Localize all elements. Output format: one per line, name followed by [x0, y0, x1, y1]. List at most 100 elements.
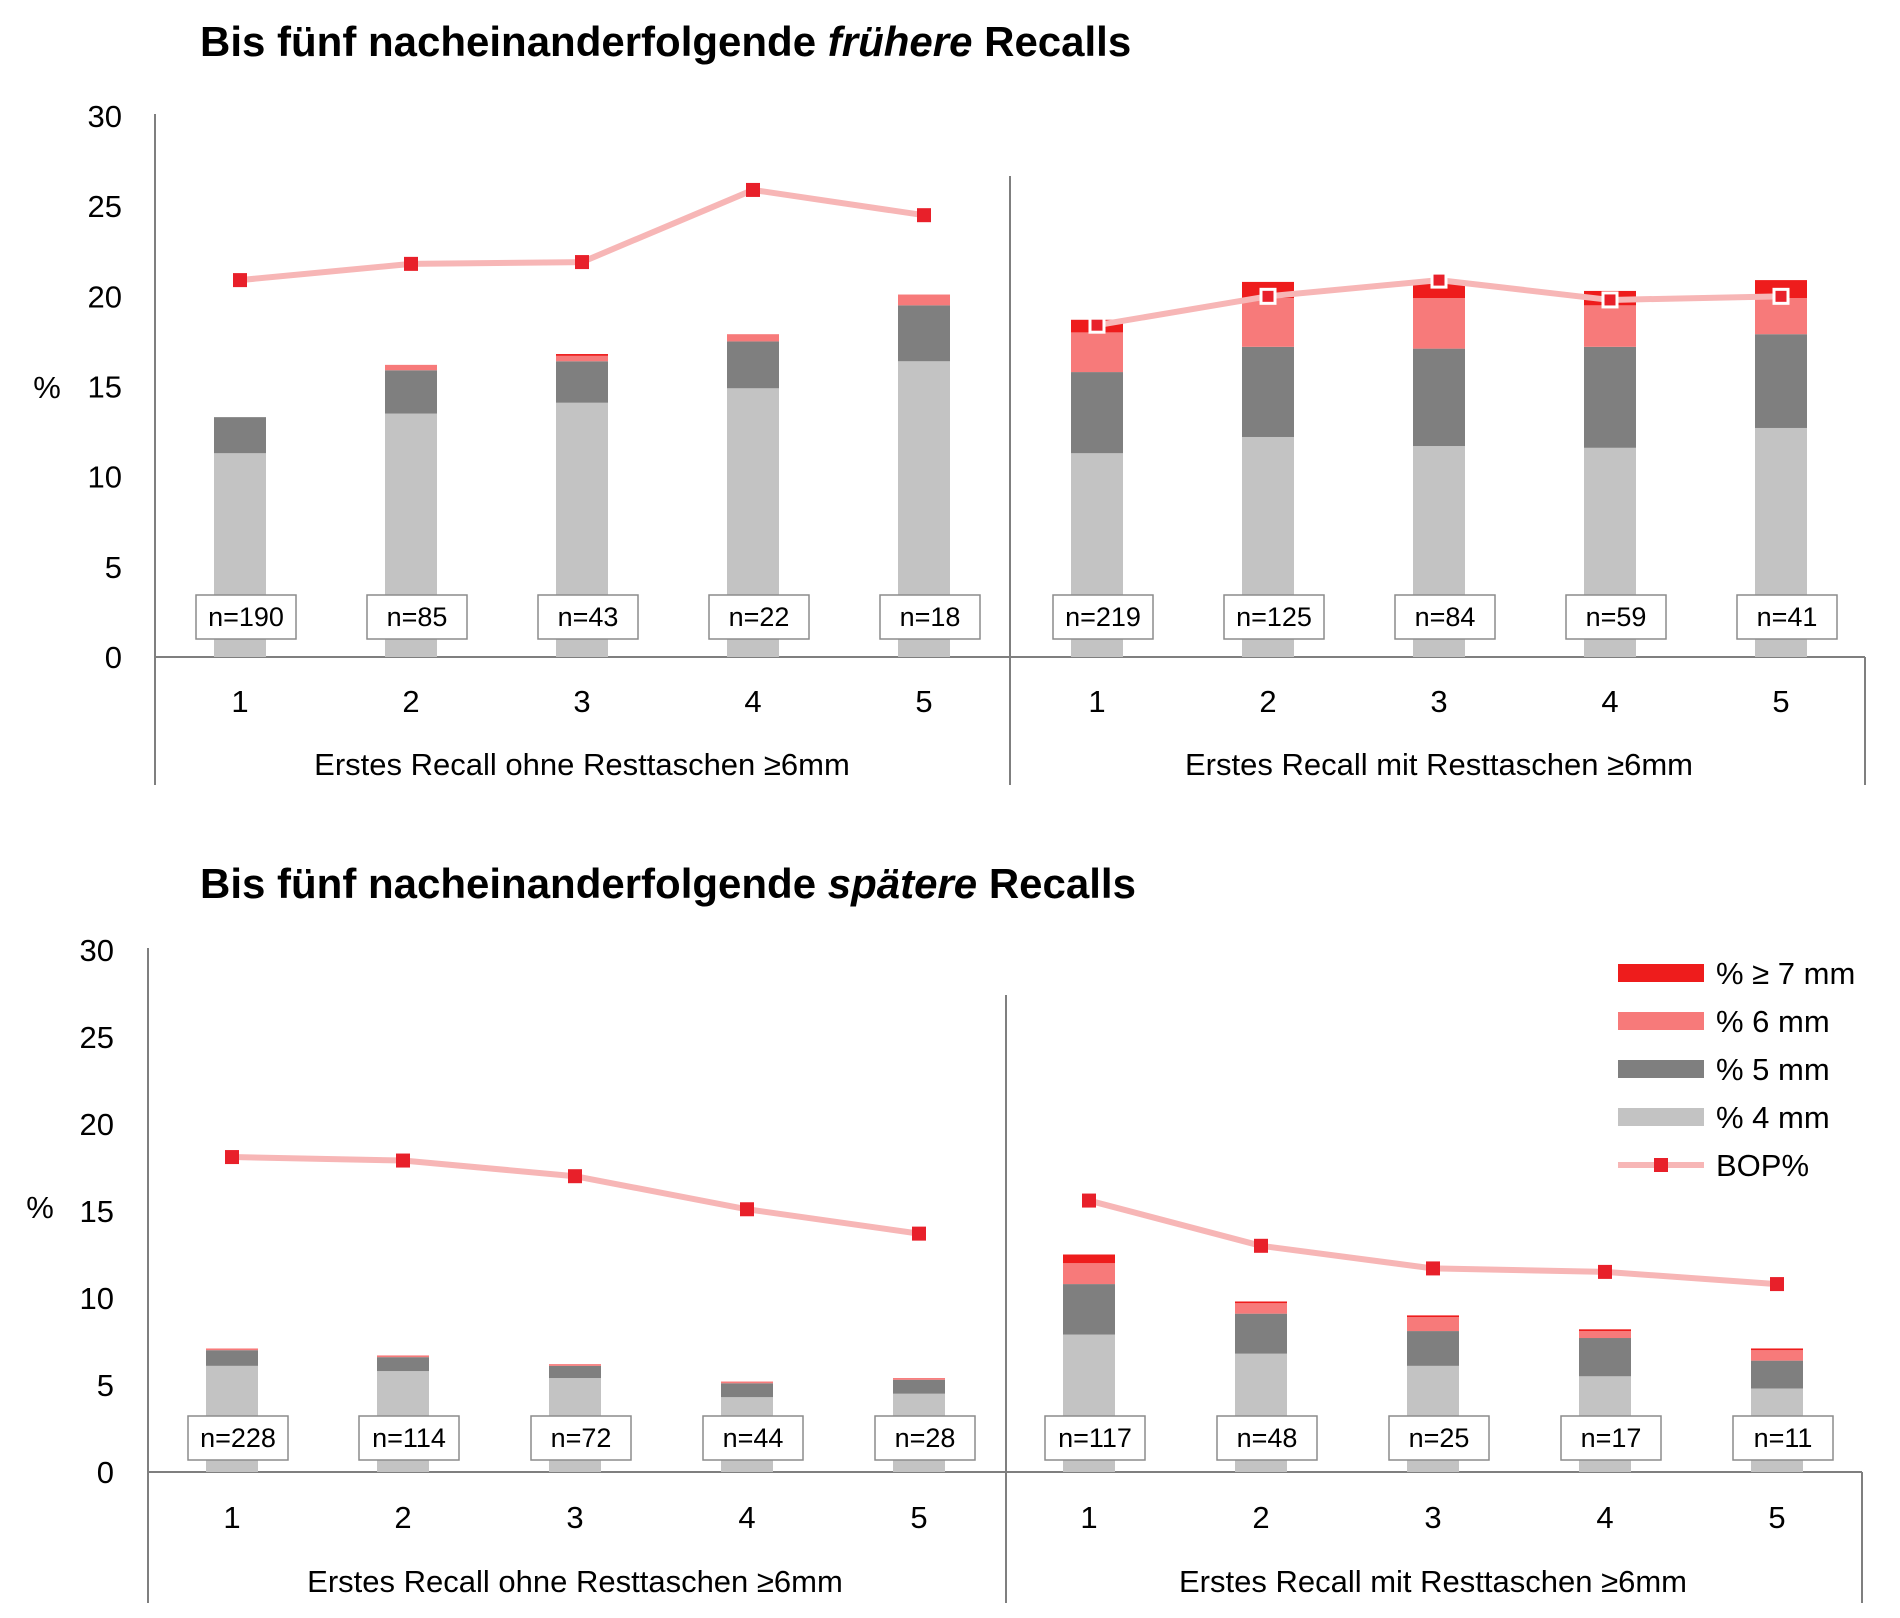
chart-1-group-1-n-label: n=22 [729, 602, 790, 632]
chart-1-group-2-bar-pct5 [1071, 372, 1123, 454]
chart-1-group-1-bar-pct6 [385, 364, 437, 371]
legend-swatch-bop-marker [1654, 1158, 1668, 1172]
chart-2-title: Bis fünf nacheinanderfolgende spätere Re… [200, 860, 1136, 908]
chart-2-group-2-n-label: n=25 [1409, 1423, 1470, 1453]
chart-2-group-2-bar-pct7 [1407, 1315, 1459, 1318]
chart-1-group-2-n-label: n=219 [1065, 602, 1141, 632]
chart-2-group-2-n-label-box [1388, 1415, 1490, 1461]
chart-2-y-tick-label: 30 [80, 933, 114, 968]
chart-2-group-2-bar-pct7 [1235, 1301, 1287, 1304]
chart-2-group-1-n-label: n=28 [895, 1423, 956, 1453]
chart-1-group-1-bar-pct5 [727, 341, 779, 389]
chart-1-title-emphasis: frühere [827, 18, 973, 65]
chart-1-group-2-n-label: n=41 [1757, 602, 1818, 632]
chart-2-group-1-n-label-box [187, 1415, 289, 1461]
legend-label-pct5: % 5 mm [1716, 1052, 1830, 1087]
chart-1-group-2-n-label: n=125 [1236, 602, 1312, 632]
chart-1-group-1-group-label: Erstes Recall ohne Resttaschen ≥6mm [314, 747, 850, 782]
chart-2-y-tick-label: 15 [80, 1194, 114, 1229]
chart-1-group-1-bar-pct7 [556, 354, 608, 356]
chart-2-group-1-n-label: n=228 [200, 1423, 276, 1453]
chart-2-group-2-bop-marker [1082, 1193, 1096, 1208]
chart-1-group-1-n-label: n=85 [387, 602, 448, 632]
chart-2-group-1-bar-pct5 [206, 1350, 258, 1366]
chart-1-group-2-bar-pct5 [1755, 334, 1807, 428]
chart-1-group-2-n-label: n=59 [1586, 602, 1647, 632]
chart-2-group-2-n-label-box [1044, 1415, 1146, 1461]
chart-1-title-prefix: Bis fünf nacheinanderfolgende [200, 18, 828, 65]
chart-1-group-1-category-label: 1 [231, 684, 248, 719]
legend-label-pct4: % 4 mm [1716, 1100, 1830, 1135]
chart-1-group-2-category-label: 1 [1088, 684, 1105, 719]
chart-1-group-2-bar-pct5 [1242, 346, 1294, 437]
chart-2-group-2-bop-marker [1598, 1264, 1612, 1279]
chart-1-group-1-n-label: n=18 [900, 602, 961, 632]
chart-2-group-1-n-label: n=114 [372, 1423, 446, 1453]
chart-2-group-1-n-label-box [874, 1415, 976, 1461]
chart-2-group-1-category-label: 5 [910, 1500, 927, 1535]
chart-2-group-1-bar-pct6 [721, 1381, 773, 1384]
chart-2-group-2-bar-pct5 [1579, 1338, 1631, 1377]
chart-2-group-2-bop-marker [1770, 1277, 1784, 1292]
chart-2-group-2-bop-marker [1254, 1238, 1268, 1253]
chart-2-group-1-bar-pct6 [893, 1378, 945, 1380]
chart-2-group-2-bar-pct6 [1579, 1331, 1631, 1339]
chart-2-group-1-bar-pct5 [549, 1365, 601, 1379]
chart-2-group-2-bar-pct7 [1063, 1254, 1115, 1264]
legend-swatch-pct4 [1618, 1108, 1704, 1126]
chart-2-group-2-bar-pct5 [1063, 1284, 1115, 1335]
chart-2-group-2-bar-pct7 [1579, 1329, 1631, 1332]
chart-1-y-axis-label: % [33, 370, 61, 405]
chart-1-group-2-n-label-box [1052, 594, 1154, 640]
chart-1-group-2-n-label-box [1736, 594, 1838, 640]
chart-1-group-1-bar-pct5 [898, 305, 950, 362]
chart-1-group-2-bop-marker [1601, 291, 1619, 309]
chart-1-group-2-bar-pct6 [1071, 332, 1123, 373]
chart-1-group-2-category-label: 2 [1259, 684, 1276, 719]
chart-2-group-2-bar-pct7 [1751, 1348, 1803, 1351]
chart-2-group-2-bar-pct6 [1751, 1350, 1803, 1361]
chart-1-group-1-bop-marker [575, 255, 589, 270]
chart-1-group-2-bar-pct5 [1413, 348, 1465, 447]
chart-2-y-tick-label: 10 [80, 1281, 114, 1316]
chart-2-group-2-n-label: n=17 [1581, 1423, 1642, 1453]
chart-1-y-tick-label: 30 [88, 99, 122, 134]
chart-1-group-1-n-label: n=43 [558, 602, 619, 632]
chart-2-group-2-bar-pct5 [1407, 1331, 1459, 1366]
chart-2-group-2-n-label: n=117 [1058, 1423, 1132, 1453]
chart-1-y-tick-label: 5 [105, 550, 122, 585]
chart-2-group-2-category-label: 5 [1768, 1500, 1785, 1535]
chart-1-group-1-n-label: n=190 [208, 602, 284, 632]
chart-2-title-emphasis: spätere [827, 860, 978, 907]
chart-2-group-1-bar-pct5 [377, 1357, 429, 1372]
chart-1-y-tick-label: 25 [88, 189, 122, 224]
chart-2-group-1-n-label: n=72 [551, 1423, 612, 1453]
chart-2-group-1-bop-marker [568, 1169, 582, 1184]
chart-1-group-2-n-label-box [1223, 594, 1325, 640]
chart-2-group-2-group-label: Erstes Recall mit Resttaschen ≥6mm [1179, 1564, 1687, 1599]
chart-2-y-tick-label: 25 [80, 1020, 114, 1055]
chart-2-group-1-bop-marker [225, 1150, 239, 1165]
chart-1-y-tick-label: 10 [88, 460, 122, 495]
chart-2-group-2-n-label: n=11 [1754, 1423, 1813, 1453]
chart-2-group-2-n-label-box [1560, 1415, 1662, 1461]
chart-2-group-1-n-label-box [702, 1415, 804, 1461]
chart-2-group-2-bar-pct6 [1407, 1317, 1459, 1332]
chart-1-group-2-n-label-box [1394, 594, 1496, 640]
chart-2-y-axis-label: % [26, 1190, 54, 1225]
legend-label-pct7: % ≥ 7 mm [1716, 956, 1855, 991]
chart-2-group-1-bar-pct5 [721, 1383, 773, 1398]
chart-2-group-2-category-label: 2 [1252, 1500, 1269, 1535]
chart-2-group-1-bop-line [231, 1154, 920, 1237]
chart-1-group-1-n-label-box [879, 594, 981, 640]
chart-1-group-1-category-label: 2 [402, 684, 419, 719]
chart-1-y-tick-label: 0 [105, 640, 122, 675]
chart-1-group-1-bar-pct6 [556, 355, 608, 362]
chart-1-group-1-n-label-box [195, 594, 297, 640]
chart-2-group-1-n-label-box [530, 1415, 632, 1461]
chart-1-group-2-category-label: 3 [1430, 684, 1447, 719]
chart-2-group-1-n-label: n=44 [723, 1423, 784, 1453]
chart-1-title: Bis fünf nacheinanderfolgende frühere Re… [200, 18, 1131, 66]
chart-2-group-1-group-label: Erstes Recall ohne Resttaschen ≥6mm [307, 1564, 843, 1599]
chart-1-group-2-bop-marker [1772, 287, 1790, 305]
